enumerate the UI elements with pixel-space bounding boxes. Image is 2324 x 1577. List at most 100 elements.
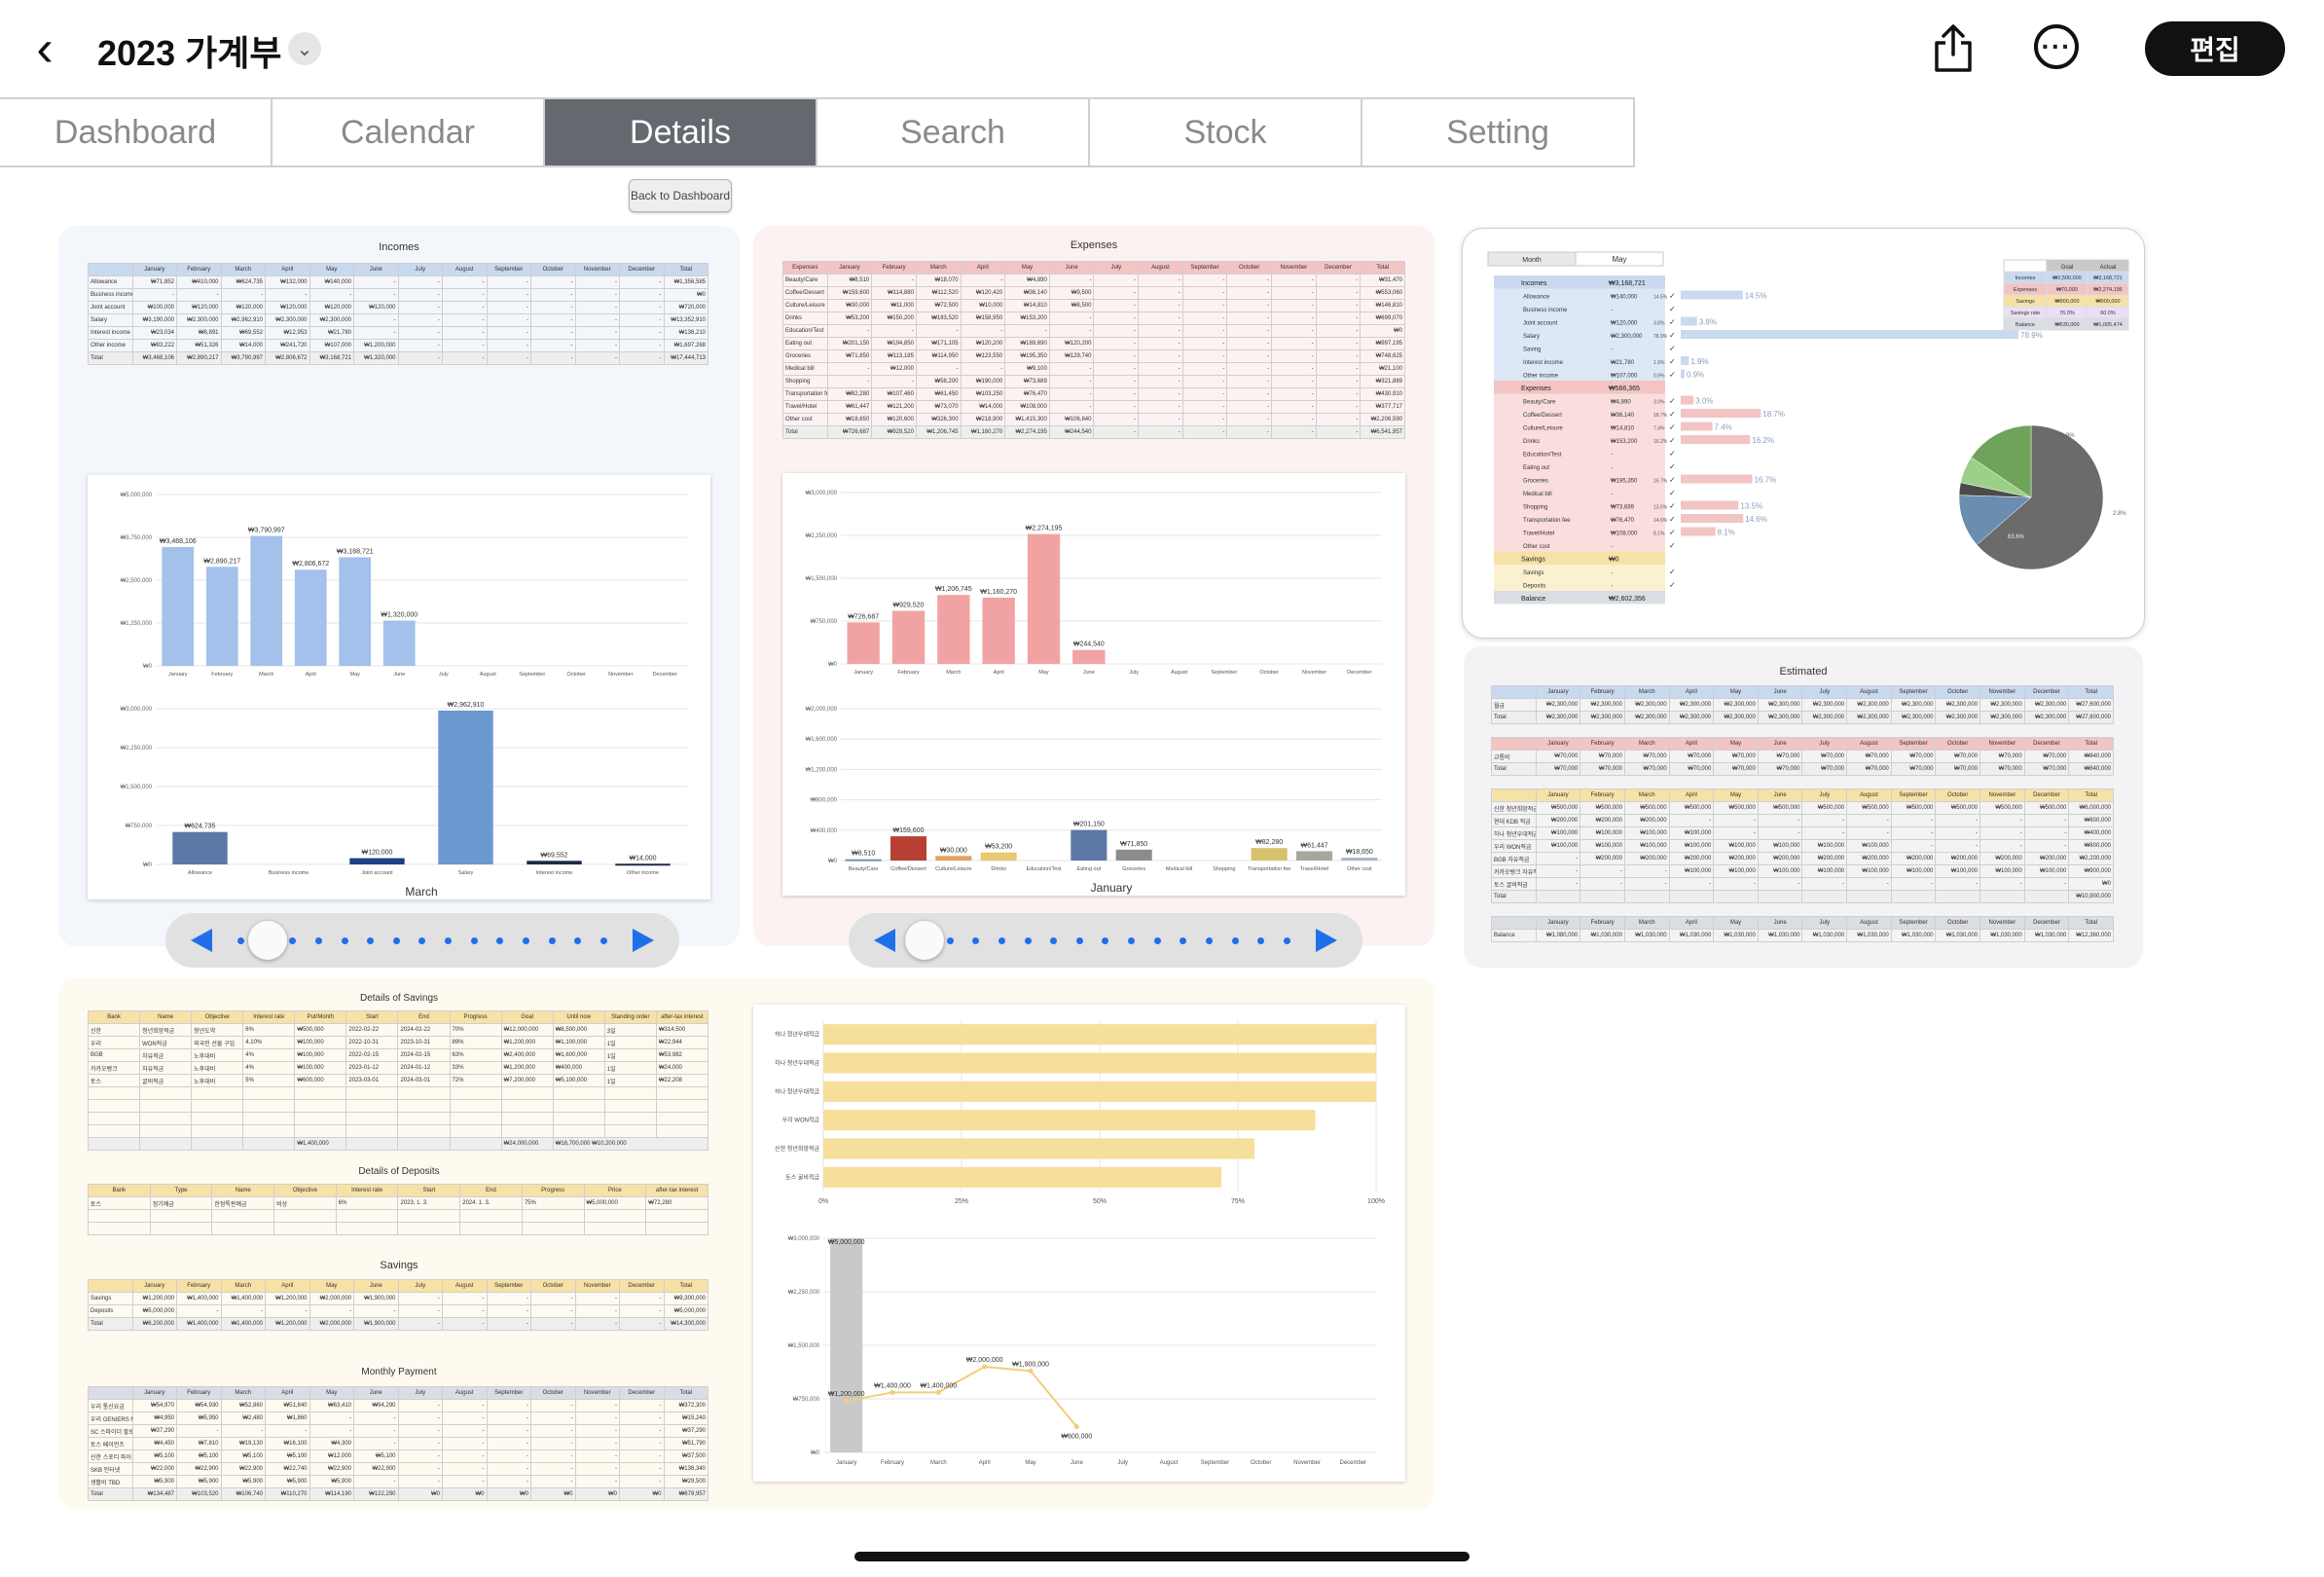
pager-dot[interactable] xyxy=(470,936,478,944)
value-cell: ₩9,100 xyxy=(1004,362,1050,376)
value-cell: - xyxy=(442,301,488,314)
section-name: Incomes xyxy=(1521,280,1547,287)
row-total-cell: ₩748,625 xyxy=(1360,349,1405,363)
month-header-cell: March xyxy=(1623,685,1670,699)
month-header-cell: March xyxy=(220,263,266,276)
pager-dot[interactable] xyxy=(1102,936,1109,944)
tab-dashboard[interactable]: Dashboard xyxy=(0,99,272,165)
value-cell: - xyxy=(1271,375,1317,388)
pager-dot[interactable] xyxy=(548,936,556,944)
data-label: ₩14,000 xyxy=(629,855,656,862)
data-label: ₩1,320,000 xyxy=(381,612,418,619)
month-header-cell: November xyxy=(574,263,620,276)
pager-dot[interactable] xyxy=(1050,936,1058,944)
savings-details-table: Bank Name Objective Interest rate Put/Month S… xyxy=(87,1010,709,1151)
row-label: SC 스파이더 팔로우 xyxy=(88,1424,133,1438)
pager-dot[interactable] xyxy=(445,936,453,944)
value-cell: ₩2,300,000 xyxy=(2023,698,2070,712)
pager-knob[interactable] xyxy=(905,921,944,960)
back-chevron-icon[interactable]: ‹ xyxy=(36,20,54,77)
value-cell: ₩189,690 xyxy=(1004,337,1050,350)
pager-dot[interactable] xyxy=(392,936,400,944)
value-cell: 2023. 1. 3. xyxy=(397,1196,461,1210)
pager-dot[interactable] xyxy=(418,936,426,944)
x-tick-label: Shopping xyxy=(1213,866,1235,872)
value-cell: - xyxy=(574,1292,620,1305)
pager-dot[interactable] xyxy=(1153,936,1161,944)
tab-details[interactable]: Details xyxy=(545,99,817,165)
item-row xyxy=(1494,314,1665,328)
value-cell: ₩171,105 xyxy=(915,337,962,350)
empty-cell xyxy=(191,1099,244,1113)
row-label: 우리 GENIERS MATH xyxy=(88,1412,133,1425)
pager-dot[interactable] xyxy=(1283,936,1290,944)
pager-knob[interactable] xyxy=(248,921,288,960)
pager-dot[interactable] xyxy=(1257,936,1265,944)
section-amount: ₩0 xyxy=(1609,557,1619,564)
value-cell: ₩2,300,000 xyxy=(1801,698,1848,712)
next-arrow-icon[interactable] xyxy=(633,929,654,952)
value-cell: - xyxy=(530,313,576,327)
value-cell: - xyxy=(871,274,917,287)
tab-stock[interactable]: Stock xyxy=(1090,99,1362,165)
total-value-cell: ₩2,274,195 xyxy=(1004,425,1050,439)
income-chart-pager[interactable] xyxy=(165,913,679,968)
edit-button[interactable]: 편집 xyxy=(2145,21,2285,76)
prev-arrow-icon[interactable] xyxy=(191,929,212,952)
table-row: 카카오뱅크 자유적금 노후대비 4% ₩100,000 2023-01-12 2024-01… xyxy=(87,1061,709,1075)
pager-dot[interactable] xyxy=(367,936,375,944)
more-options-icon[interactable]: ··· xyxy=(2034,24,2079,69)
back-to-dashboard-button[interactable]: Back to Dashboard xyxy=(629,179,732,212)
check-mark-icon: ✓ xyxy=(1669,436,1676,445)
pager-dot[interactable] xyxy=(496,936,504,944)
pager-dot[interactable] xyxy=(314,936,322,944)
pager-dot[interactable] xyxy=(1206,936,1214,944)
check-mark-icon: ✓ xyxy=(1669,318,1676,327)
next-arrow-icon[interactable] xyxy=(1316,929,1337,952)
pager-dot[interactable] xyxy=(341,936,348,944)
share-icon[interactable] xyxy=(1929,23,1978,74)
pager-dot[interactable] xyxy=(1075,936,1083,944)
total-value-cell: ₩2,300,000 xyxy=(1979,711,2025,724)
y-tick-label: ₩800,000 xyxy=(811,798,838,804)
empty-cell xyxy=(149,1209,213,1223)
pager-dot[interactable] xyxy=(599,936,607,944)
pager-dot[interactable] xyxy=(523,936,530,944)
total-header-cell: Total xyxy=(2068,737,2114,751)
row-total-cell: ₩0 xyxy=(2068,877,2114,891)
document-title[interactable]: 2023 가계부 xyxy=(97,33,282,73)
pager-dot[interactable] xyxy=(998,936,1005,944)
value-cell: - xyxy=(353,1412,399,1425)
value-cell: - xyxy=(1271,387,1317,401)
value-cell: - xyxy=(530,1462,576,1476)
tab-calendar[interactable]: Calendar xyxy=(272,99,545,165)
pager-dot[interactable] xyxy=(289,936,297,944)
value-cell: - xyxy=(176,1304,222,1318)
value-cell: ₩1,600,000 xyxy=(552,1048,605,1062)
value-cell: 5% xyxy=(242,1074,296,1087)
pager-dot[interactable] xyxy=(946,936,954,944)
title-dropdown-chevron-icon[interactable]: ⌄ xyxy=(288,32,321,65)
pager-dot[interactable] xyxy=(1128,936,1136,944)
tab-setting[interactable]: Setting xyxy=(1362,99,1635,165)
pager-dot[interactable] xyxy=(237,936,244,944)
value-cell: - xyxy=(1757,814,1803,827)
pager-dot[interactable] xyxy=(1180,936,1187,944)
pager-dot[interactable] xyxy=(1024,936,1032,944)
header-cell: Expenses xyxy=(782,261,828,275)
row-total-cell: ₩997,195 xyxy=(1360,337,1405,350)
tab-search[interactable]: Search xyxy=(817,99,1090,165)
header-cell xyxy=(1491,737,1537,751)
section-header-row xyxy=(1494,551,1665,565)
pager-dot[interactable] xyxy=(1231,936,1239,944)
empty-cell xyxy=(397,1209,461,1223)
pager-dot[interactable] xyxy=(972,936,980,944)
goal-header: Goal xyxy=(2061,265,2074,271)
bar xyxy=(250,535,283,666)
pager-dot[interactable] xyxy=(574,936,582,944)
value-cell: - xyxy=(1138,324,1183,338)
value-cell: 카카오뱅크 xyxy=(87,1061,141,1075)
expense-chart-pager[interactable] xyxy=(849,913,1362,968)
prev-arrow-icon[interactable] xyxy=(874,929,895,952)
value-cell: - xyxy=(353,275,399,289)
